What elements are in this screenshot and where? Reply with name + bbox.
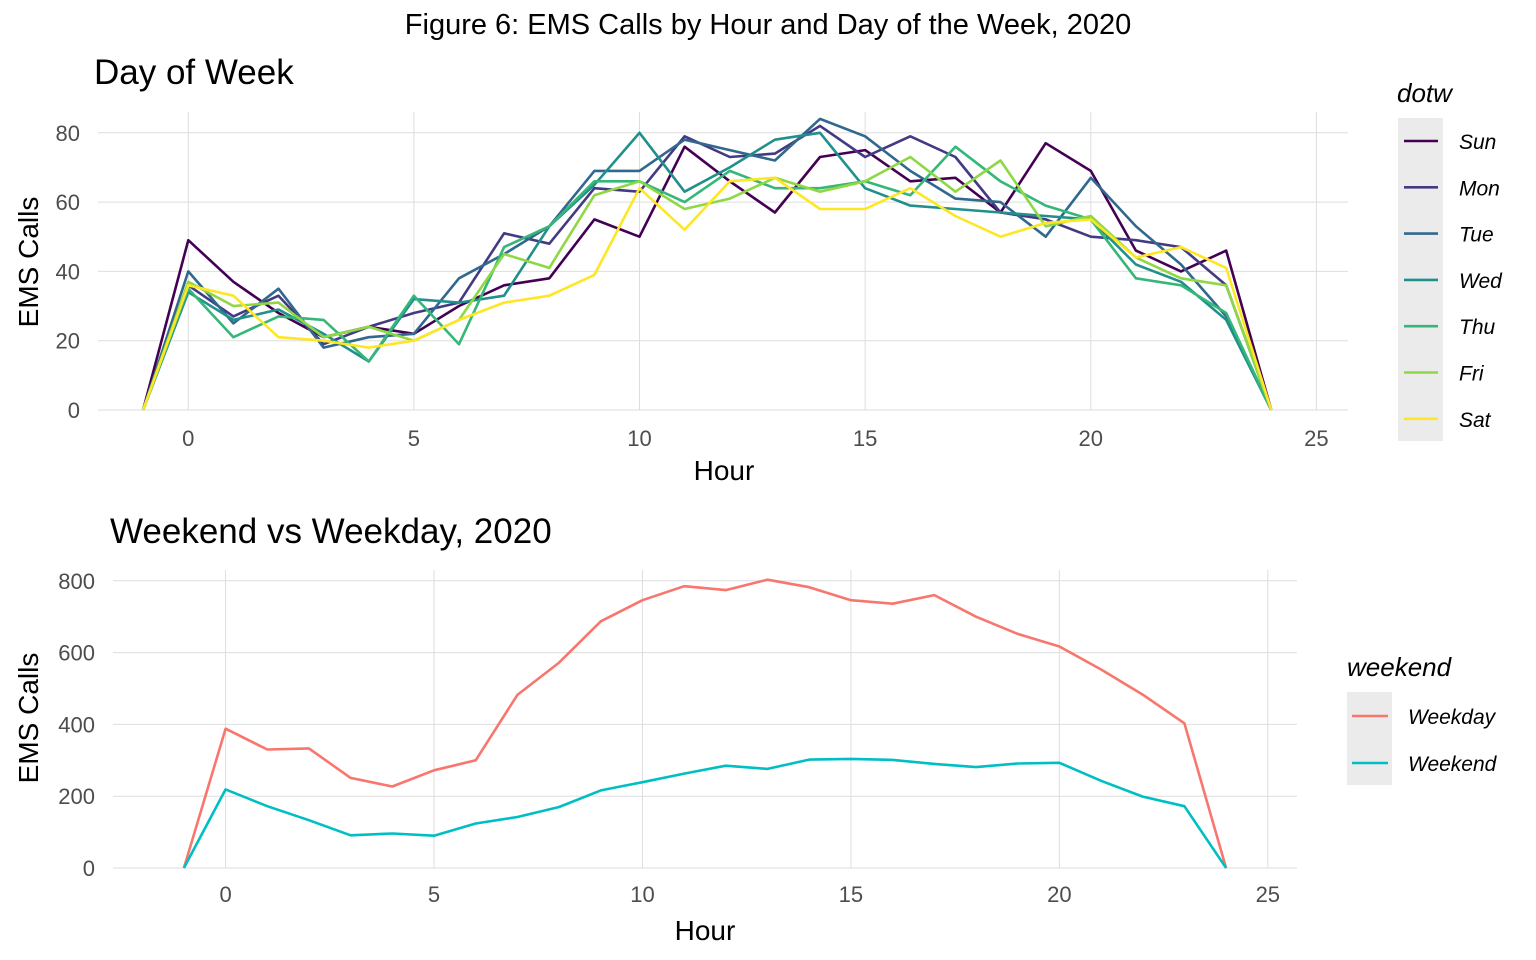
- y-tick-label: 600: [58, 641, 95, 666]
- legend-label-sat: Sat: [1459, 409, 1492, 432]
- legend-items: Sun Mon Tue Wed Thu Fri Sat: [1404, 131, 1503, 432]
- legend-label-fri: Fri: [1459, 363, 1485, 386]
- legend-key-background: [1347, 692, 1392, 785]
- legend-items: Weekday Weekend: [1352, 706, 1498, 776]
- x-tick-label: 0: [219, 882, 231, 907]
- legend: weekend Weekday Weekend: [1347, 652, 1498, 785]
- x-axis-label: Hour: [675, 915, 736, 946]
- x-tick-label: 5: [428, 882, 440, 907]
- y-tick-label: 80: [56, 121, 80, 146]
- legend-label-wed: Wed: [1459, 270, 1503, 293]
- chart-weekend-vs-weekday: Weekend vs Weekday, 2020 0 5 10 15 20 25 0 200…: [13, 512, 1498, 946]
- series-line-fri: [141, 155, 1273, 411]
- x-tick-label: 20: [1047, 882, 1071, 907]
- legend-label-weekend: Weekend: [1408, 753, 1498, 776]
- series-line-sun: [141, 141, 1273, 411]
- x-tick-label: 25: [1256, 882, 1280, 907]
- y-tick-labels: 0 20 40 60 80: [56, 121, 80, 423]
- series-line-thu: [141, 145, 1273, 411]
- figure-title: Figure 6: EMS Calls by Hour and Day of t…: [405, 9, 1131, 41]
- x-tick-label: 20: [1079, 426, 1103, 451]
- panel-title: Day of Week: [94, 53, 294, 92]
- x-tick-label: 5: [408, 426, 420, 451]
- x-tick-label: 10: [630, 882, 654, 907]
- x-tick-label: 10: [627, 426, 651, 451]
- y-tick-label: 20: [56, 329, 80, 354]
- x-tick-label: 25: [1304, 426, 1328, 451]
- y-tick-label: 400: [58, 712, 95, 737]
- series-line-tue: [141, 117, 1273, 411]
- legend-label-mon: Mon: [1459, 177, 1500, 200]
- series-line-sat: [141, 176, 1273, 411]
- y-tick-label: 0: [68, 398, 80, 423]
- legend-title: dotw: [1397, 78, 1454, 108]
- x-tick-labels: 0 5 10 15 20 25: [219, 882, 1280, 907]
- legend-label-tue: Tue: [1459, 224, 1494, 247]
- y-tick-label: 200: [58, 784, 95, 809]
- series-line-weekend: [182, 757, 1228, 869]
- legend-label-sun: Sun: [1459, 131, 1496, 154]
- series-lines: [182, 578, 1228, 869]
- x-tick-labels: 0 5 10 15 20 25: [182, 426, 1329, 451]
- legend-label-weekday: Weekday: [1408, 706, 1497, 729]
- y-axis-label: EMS Calls: [13, 197, 44, 328]
- y-tick-label: 40: [56, 259, 80, 284]
- x-tick-label: 15: [853, 426, 877, 451]
- x-tick-label: 0: [182, 426, 194, 451]
- chart-day-of-week: Day of Week 0 5 10 15 20 25 0 20 40 60 80 Hour EM…: [13, 53, 1503, 486]
- series-line-weekday: [182, 578, 1228, 869]
- y-tick-label: 0: [83, 856, 95, 881]
- x-tick-label: 15: [839, 882, 863, 907]
- x-axis-label: Hour: [694, 455, 755, 486]
- y-tick-label: 800: [58, 569, 95, 594]
- grid: [113, 570, 1297, 869]
- legend-title: weekend: [1347, 652, 1453, 682]
- series-line-mon: [141, 124, 1273, 411]
- legend: dotw Sun Mon Tue Wed Thu Fri Sat: [1397, 78, 1503, 441]
- panel-title: Weekend vs Weekday, 2020: [110, 512, 552, 551]
- y-tick-labels: 0 200 400 600 800: [58, 569, 95, 881]
- grid: [98, 112, 1348, 411]
- y-axis-label: EMS Calls: [13, 653, 44, 784]
- legend-label-thu: Thu: [1459, 316, 1496, 339]
- series-lines: [141, 117, 1273, 411]
- y-tick-label: 60: [56, 190, 80, 215]
